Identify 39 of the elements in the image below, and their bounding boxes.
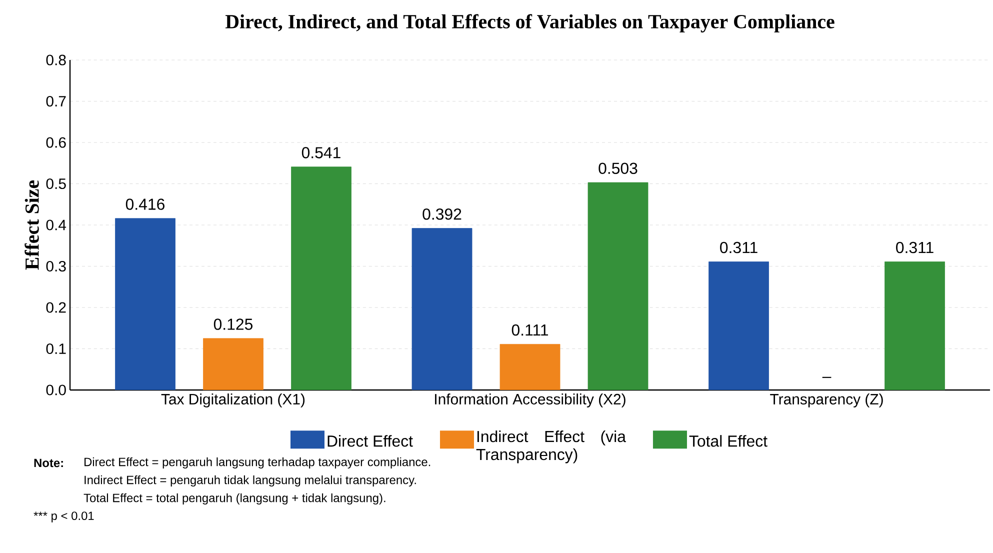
- x-tick-label: Information Accessibility (X2): [435, 394, 626, 408]
- data-label: 0.416: [126, 198, 164, 210]
- legend-label: Total Effect: [689, 435, 768, 447]
- data-label: 0.503: [598, 162, 638, 174]
- chart-title: Direct, Indirect, and Total Effects of Variables on Taxpayer Compliance: [225, 14, 834, 32]
- y-axis-title: Effect Size: [24, 180, 39, 270]
- legend-label: Indirect Effect (via Transparency): [476, 430, 626, 464]
- legend-label: Direct Effect: [328, 435, 413, 447]
- bar: [884, 262, 945, 390]
- bar: [500, 344, 560, 390]
- text: Indirect Effect = pengaruh tidak langsung melalui transparency.: [84, 475, 416, 487]
- y-tick-label: 0.6: [46, 137, 66, 148]
- text: Direct Effect = pengaruh langsung terhadap taxpayer compliance.: [84, 457, 430, 469]
- text: Note:: [34, 458, 63, 468]
- y-tick-label: 0.4: [46, 220, 66, 230]
- y-tick-label: 0.1: [46, 343, 66, 354]
- text: *** p < 0.01: [34, 512, 94, 522]
- data-label: 0.541: [302, 147, 340, 158]
- data-label: 0.311: [720, 242, 758, 254]
- y-tick-label: 0.8: [46, 54, 66, 66]
- bar: [291, 166, 352, 390]
- bar: [588, 182, 648, 390]
- y-tick-label: 0.2: [46, 302, 66, 313]
- bar: [412, 228, 472, 390]
- y-tick-label: 0.5: [46, 178, 66, 190]
- y-tick-label: 0.0: [46, 384, 66, 396]
- text: Total Effect = total pengaruh (langsung + tidak langsung).: [84, 493, 386, 505]
- bar: [708, 262, 769, 390]
- y-tick-label: 0.7: [46, 96, 66, 107]
- data-label: 0.111: [512, 324, 548, 336]
- text: –: [822, 376, 832, 378]
- bar: [203, 338, 264, 390]
- x-tick-label: Transparency (Z): [770, 394, 883, 408]
- data-label: 0.125: [214, 318, 252, 330]
- data-label: 0.311: [896, 242, 934, 254]
- x-tick-label: Tax Digitalization (X1): [161, 394, 305, 408]
- bar: [115, 218, 176, 390]
- data-label: 0.392: [422, 208, 462, 220]
- y-tick-label: 0.3: [46, 260, 66, 272]
